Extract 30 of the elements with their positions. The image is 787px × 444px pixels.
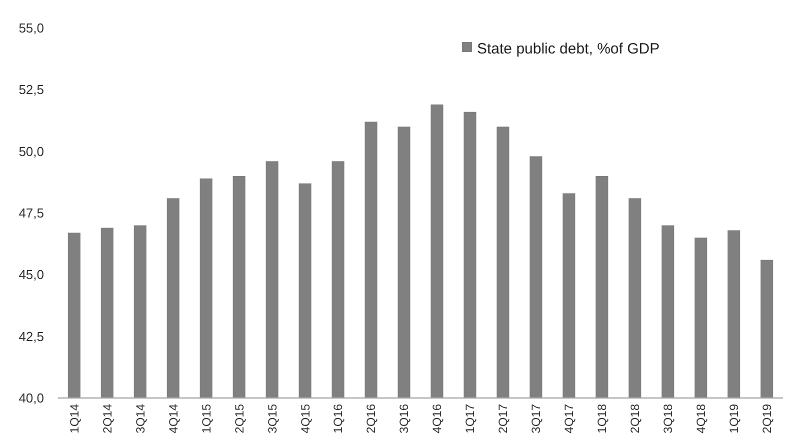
x-tick-label: 1Q19 bbox=[727, 404, 742, 434]
x-tick-label: 3Q18 bbox=[661, 404, 676, 434]
x-tick-label: 3Q17 bbox=[529, 404, 544, 434]
x-tick-label: 3Q14 bbox=[133, 404, 148, 434]
x-tick-label: 3Q15 bbox=[265, 404, 280, 434]
x-tick-label: 1Q16 bbox=[331, 404, 346, 434]
legend-label: State public debt, %of GDP bbox=[477, 40, 660, 58]
x-tick-label: 1Q18 bbox=[595, 404, 610, 434]
x-tick-label: 4Q16 bbox=[430, 404, 444, 434]
x-tick-label: 1Q14 bbox=[67, 404, 82, 434]
y-tick-label: 52,5 bbox=[18, 82, 44, 98]
x-tick-label: 4Q15 bbox=[298, 404, 312, 434]
x-tick-label: 2Q19 bbox=[760, 404, 774, 434]
x-tick-label: 2Q17 bbox=[496, 404, 510, 434]
y-tick-label: 45,0 bbox=[18, 267, 44, 282]
x-tick-label: 2Q15 bbox=[232, 404, 246, 434]
x-tick-label: 2Q14 bbox=[100, 404, 114, 434]
x-tick-label: 2Q18 bbox=[628, 404, 642, 434]
x-tick-label: 4Q18 bbox=[694, 404, 708, 434]
x-tick-label: 3Q16 bbox=[397, 404, 412, 434]
x-tick-label: 1Q15 bbox=[199, 404, 214, 434]
x-tick-label: 2Q16 bbox=[364, 404, 378, 434]
x-tick-label: 1Q17 bbox=[463, 404, 478, 434]
y-tick-label: 50,0 bbox=[18, 144, 44, 159]
y-tick-label: 47,5 bbox=[18, 206, 44, 221]
x-tick-label: 4Q17 bbox=[562, 404, 576, 434]
y-tick-label: 42,5 bbox=[18, 328, 44, 344]
y-tick-label: 55,0 bbox=[18, 20, 44, 36]
x-tick-label: 4Q14 bbox=[166, 404, 180, 434]
y-tick-label: 40,0 bbox=[18, 390, 44, 406]
